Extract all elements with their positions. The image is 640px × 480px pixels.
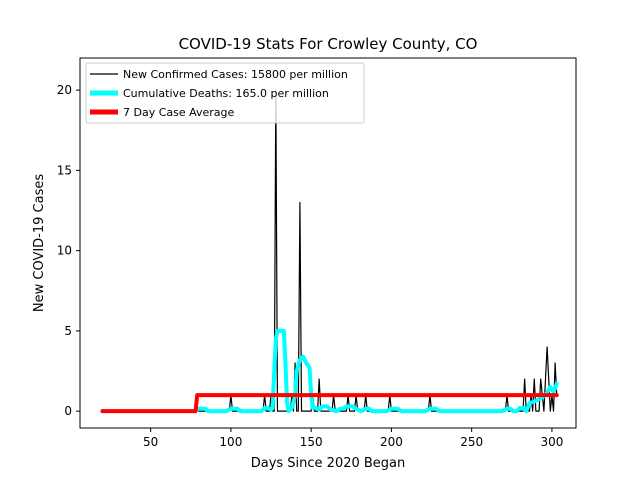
y-axis-label: New COVID-19 Cases [32, 174, 47, 312]
series-layer [100, 89, 559, 414]
legend-label-cumulative-deaths: Cumulative Deaths: 165.0 per million [123, 87, 329, 100]
new-cases-line [198, 89, 558, 412]
legend-box [85, 62, 365, 124]
y-tick-label: 20 [57, 83, 72, 97]
x-axis-label: Days Since 2020 Began [251, 456, 406, 471]
x-tick-label: 300 [540, 435, 563, 449]
x-tick-label: 200 [380, 435, 403, 449]
y-axis: 0 5 10 15 20 [57, 83, 80, 418]
x-tick-label: 250 [460, 435, 483, 449]
chart-title: COVID-19 Stats For Crowley County, CO [179, 35, 478, 53]
y-tick-label: 5 [64, 324, 72, 338]
legend: New Confirmed Cases: 15800 per million C… [85, 62, 365, 124]
7-day-average-line [100, 393, 559, 414]
legend-label-7-day-average: 7 Day Case Average [123, 106, 235, 119]
x-tick-label: 50 [143, 435, 158, 449]
y-tick-label: 0 [64, 404, 72, 418]
x-axis: 50 100 150 200 250 300 [143, 428, 563, 449]
legend-label-new-cases: New Confirmed Cases: 15800 per million [123, 68, 348, 81]
y-tick-label: 10 [57, 244, 72, 258]
x-tick-label: 100 [219, 435, 242, 449]
x-tick-label: 150 [300, 435, 323, 449]
y-tick-label: 15 [57, 163, 72, 177]
cumulative-deaths-line [196, 328, 559, 414]
